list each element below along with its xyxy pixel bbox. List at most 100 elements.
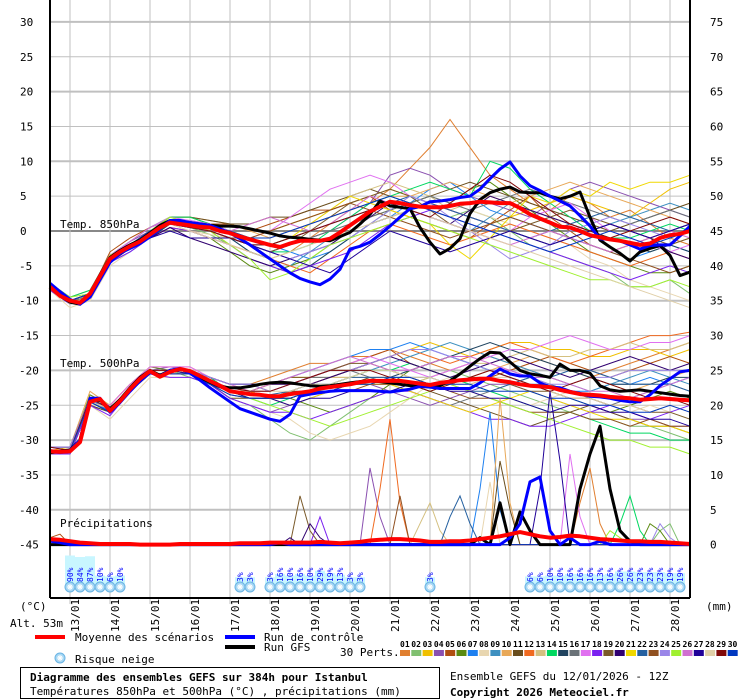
snow-risk-percent: 23% (646, 567, 655, 582)
snow-risk-bar (315, 570, 325, 584)
left-tick-label: 30 (20, 16, 33, 29)
snowflake-arms (297, 584, 303, 590)
date-tick-label: 18/01 (269, 599, 282, 632)
member-swatch (569, 650, 580, 656)
member-number: 08 (479, 640, 489, 649)
member-number: 21 (626, 640, 636, 649)
member-swatch (648, 650, 659, 656)
member-number: 12 (524, 640, 534, 649)
snow-risk-bar (105, 576, 115, 584)
member-number: 07 (468, 640, 478, 649)
snowflake-arms (617, 584, 623, 590)
snow-risk-bar (235, 577, 245, 584)
date-tick-label: 23/01 (469, 599, 482, 632)
precip-member-17-line (50, 453, 690, 546)
snowflake-arms (567, 584, 573, 590)
grid (50, 0, 690, 604)
title-box (20, 667, 440, 699)
snow-risk-bar (575, 574, 585, 584)
snow-risk-percent: 19% (326, 567, 335, 582)
snow-risk-percent: 10% (556, 567, 565, 582)
snow-risk-percent: 84% (76, 567, 85, 582)
snowflake-arms (357, 584, 363, 590)
member-swatch (524, 650, 535, 656)
snowflake-arms (247, 584, 253, 590)
snowflake-icon (424, 581, 436, 593)
t850-member-15-line (49, 202, 691, 302)
member-swatch (727, 650, 738, 656)
t850-mean-line (48, 199, 691, 305)
legend-control-label: Run de contrôle (264, 631, 363, 644)
member-swatch (501, 650, 512, 656)
label-temp-500: Temp. 500hPa (60, 357, 139, 370)
legend-gfs-swatch (225, 645, 255, 649)
snow-risk-percent: 3% (356, 572, 365, 582)
snowflake-arms (277, 584, 283, 590)
right-tick-label: 30 (710, 330, 723, 343)
snow-risk-bar (95, 575, 105, 584)
snowflake-icon (74, 581, 86, 593)
snowflake-arms (647, 584, 653, 590)
left-tick-label: -30 (19, 434, 39, 447)
snow-risk-percent: 87% (86, 567, 95, 582)
axis-labels: 302520151050-5-10-15-20-25-30-35-40-4575… (19, 16, 723, 632)
snowflake-arms (607, 584, 613, 590)
snow-risk-bar (525, 576, 535, 584)
snowflake-icon (264, 581, 276, 593)
snowflake-arms (547, 584, 553, 590)
member-number: 24 (660, 640, 670, 649)
date-tick-label: 14/01 (109, 599, 122, 632)
snow-risk-percent: 16% (606, 567, 615, 582)
snowflake-icon (634, 581, 646, 593)
snow-risk-percent: 19% (666, 567, 675, 582)
snowflake-icon (234, 581, 246, 593)
member-number: 03 (423, 640, 433, 649)
left-tick-label: 0 (20, 225, 27, 238)
snow-risk-bar (605, 574, 615, 584)
snowflake-icon (324, 581, 336, 593)
snow-risk-bar (595, 574, 605, 584)
snowflake-arms (637, 584, 643, 590)
member-swatch (467, 650, 478, 656)
snowflake-arms (527, 584, 533, 590)
right-tick-label: 45 (710, 225, 723, 238)
member-number: 09 (490, 640, 500, 649)
snow-risk-percent: 6% (106, 572, 115, 582)
snow-risk-bar (585, 574, 595, 584)
snowflake-arms (427, 584, 433, 590)
legend-mean-swatch (35, 635, 65, 639)
left-tick-label: -10 (19, 295, 39, 308)
snowflake-arms (67, 584, 73, 590)
snowflake-icon (244, 581, 256, 593)
member-swatch (637, 650, 648, 656)
legend-control-swatch (225, 635, 255, 639)
label-precip: Précipitations (60, 517, 153, 530)
snow-risk-percent: 10% (306, 567, 315, 582)
member-swatch (490, 650, 501, 656)
date-tick-label: 27/01 (629, 599, 642, 632)
snowflake-arms (267, 584, 273, 590)
snowflake-icon (334, 581, 346, 593)
snowflake-icon (84, 581, 96, 593)
member-swatch (513, 650, 523, 656)
t500-member-05-line (49, 348, 691, 455)
snow-risk-bar (245, 577, 255, 584)
legend-gfs-label: Run GFS (264, 641, 310, 654)
right-tick-label: 50 (710, 190, 723, 203)
snow-risk-percent: 16% (576, 567, 585, 582)
precip-member-11-line (50, 460, 690, 546)
member-swatch (682, 650, 693, 656)
left-tick-label: 10 (20, 155, 33, 168)
snow-risk-bar (275, 574, 285, 584)
snow-risk-bar (555, 575, 565, 584)
snowflake-arms (327, 584, 333, 590)
snowflake-icon (654, 581, 666, 593)
snowflake-arms (117, 584, 123, 590)
snow-risk-percent: 23% (656, 567, 665, 582)
member-swatch (546, 650, 557, 656)
t850-member-17-line (49, 174, 691, 302)
snowflake-arms (587, 584, 593, 590)
member-number: 15 (558, 640, 568, 649)
snow-risk-percent: 3% (266, 572, 275, 582)
date-tick-label: 15/01 (149, 599, 162, 632)
